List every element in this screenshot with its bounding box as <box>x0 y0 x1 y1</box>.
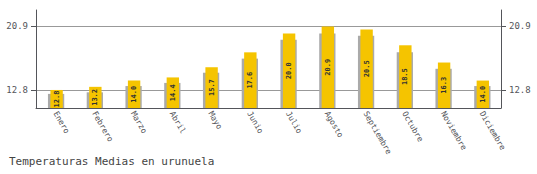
svg-text:12.8: 12.8 <box>509 85 531 95</box>
svg-text:12.8: 12.8 <box>53 91 61 108</box>
svg-text:Febrero: Febrero <box>90 110 115 144</box>
svg-text:16.3: 16.3 <box>440 77 448 94</box>
svg-text:Octubre: Octubre <box>400 110 425 144</box>
svg-text:Septiembre: Septiembre <box>361 110 393 156</box>
svg-text:15.7: 15.7 <box>208 79 216 96</box>
svg-text:Marzo: Marzo <box>129 110 149 135</box>
svg-text:13.2: 13.2 <box>91 89 99 106</box>
svg-text:17.6: 17.6 <box>246 72 254 89</box>
svg-text:14.4: 14.4 <box>169 84 177 101</box>
svg-text:Julio: Julio <box>284 110 304 135</box>
svg-text:14.0: 14.0 <box>130 86 138 103</box>
svg-text:20.5: 20.5 <box>363 60 371 77</box>
svg-text:Noviembre: Noviembre <box>439 110 469 152</box>
svg-text:20.9: 20.9 <box>324 59 332 76</box>
svg-text:12.8: 12.8 <box>6 85 28 95</box>
svg-text:Agosto: Agosto <box>323 110 345 140</box>
svg-text:14.0: 14.0 <box>479 86 487 103</box>
svg-text:20.9: 20.9 <box>509 21 531 31</box>
svg-text:Enero: Enero <box>51 110 71 135</box>
svg-text:Abril: Abril <box>168 110 188 135</box>
svg-text:Temperaturas Medias en urunuel: Temperaturas Medias en urunuela <box>9 155 214 168</box>
svg-text:Mayo: Mayo <box>206 110 224 131</box>
svg-text:Junio: Junio <box>245 110 265 135</box>
svg-text:20.9: 20.9 <box>6 21 28 31</box>
svg-text:Diciembre: Diciembre <box>478 110 508 152</box>
svg-text:18.5: 18.5 <box>401 68 409 85</box>
svg-text:20.0: 20.0 <box>285 62 293 79</box>
